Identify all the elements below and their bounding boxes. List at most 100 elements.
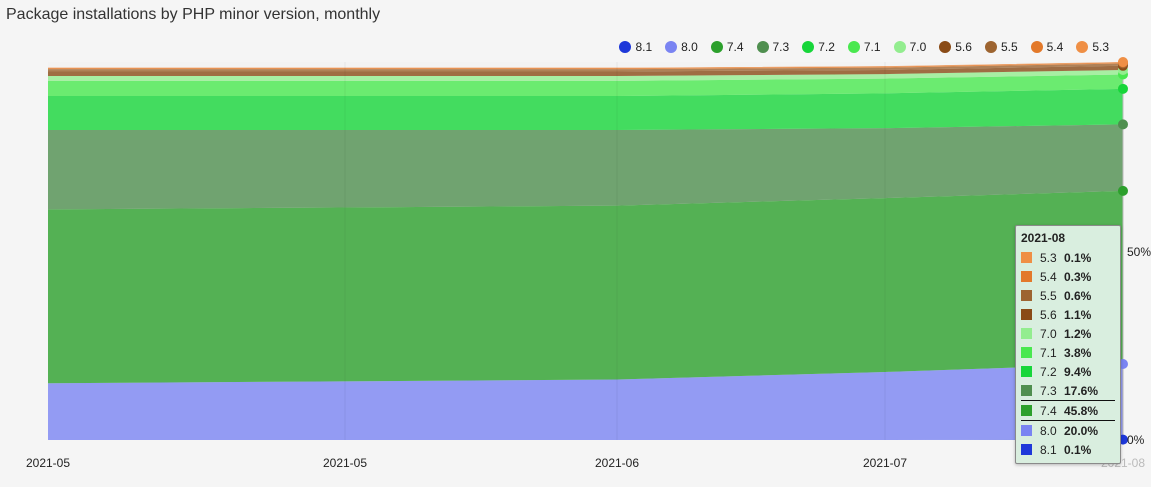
tooltip-series-name: 7.4 (1040, 403, 1057, 418)
tooltip-row: 5.3 0.1% (1021, 248, 1115, 267)
tooltip-series-value: 0.1% (1064, 442, 1092, 457)
legend-item-8-0[interactable]: 8.0 (665, 40, 698, 54)
legend-label: 7.2 (818, 40, 835, 54)
legend-dot-icon (1030, 41, 1043, 53)
tooltip-series-value: 20.0% (1064, 423, 1099, 438)
marker-series-7-3 (1118, 119, 1128, 130)
tooltip-series-name: 5.6 (1040, 307, 1057, 322)
tooltip-swatch (1021, 252, 1032, 263)
legend-label: 7.0 (909, 40, 927, 54)
legend-dot-icon (1076, 41, 1089, 53)
tooltip-series-name: 7.1 (1040, 345, 1057, 360)
legend-dot-icon (710, 41, 723, 53)
marker-series-7-2 (1118, 83, 1128, 94)
area-series-5-3 (48, 62, 1123, 69)
tooltip-series-value: 1.1% (1064, 307, 1092, 322)
x-tick-label: 2021-06 (595, 456, 639, 470)
tooltip-row: 7.3 17.6% (1021, 381, 1115, 400)
tooltip-series-name: 8.0 (1040, 423, 1057, 438)
legend-item-5-3[interactable]: 5.3 (1076, 40, 1109, 54)
chart-title: Package installations by PHP minor versi… (6, 6, 381, 23)
legend-dot-icon (802, 41, 815, 53)
legend-label: 5.4 (1046, 40, 1064, 54)
marker-series-7-4 (1118, 185, 1128, 196)
tooltip-series-value: 0.6% (1064, 288, 1092, 303)
tooltip-series-value: 17.6% (1064, 383, 1099, 398)
legend-dot-icon (756, 41, 769, 53)
tooltip-row: 5.6 1.1% (1021, 305, 1115, 324)
chart-tooltip: 2021-08 5.3 0.1% 5.4 0.3% 5.5 0.6% 5.6 1.1% 7.0 1… (1015, 225, 1121, 464)
tooltip-row: 5.4 0.3% (1021, 267, 1115, 286)
area-series-5-6 (48, 65, 1123, 76)
legend-label: 5.5 (1000, 40, 1018, 54)
tooltip-row: 5.5 0.6% (1021, 286, 1115, 305)
marker-series-5-3 (1118, 57, 1128, 67)
tooltip-series-name: 7.3 (1040, 383, 1057, 398)
legend-label: 8.1 (635, 40, 653, 54)
tooltip-swatch (1021, 366, 1032, 377)
legend-label: 5.3 (1092, 40, 1109, 54)
tooltip-swatch (1021, 385, 1032, 396)
legend-dot-icon (984, 41, 997, 53)
legend-item-7-1[interactable]: 7.1 (847, 40, 881, 54)
tooltip-swatch (1021, 347, 1032, 358)
legend-label: 7.1 (863, 40, 881, 54)
tooltip-title: 2021-08 (1021, 231, 1066, 245)
legend-label: 7.4 (726, 40, 744, 54)
legend-dot-icon (619, 41, 632, 53)
area-series-5-4 (48, 62, 1123, 70)
tooltip-row: 7.1 3.8% (1021, 343, 1115, 362)
tooltip-series-name: 5.5 (1040, 288, 1057, 303)
x-tick-label: 2021-05 (323, 456, 367, 470)
tooltip-swatch (1021, 290, 1032, 301)
area-series-7-1 (48, 74, 1123, 97)
legend-item-7-4[interactable]: 7.4 (710, 40, 744, 54)
y-tick-label: 0% (1127, 433, 1145, 447)
tooltip-row: 7.4 45.8% (1021, 400, 1115, 421)
tooltip-swatch (1021, 425, 1032, 436)
tooltip-swatch (1021, 309, 1032, 320)
legend-item-5-5[interactable]: 5.5 (984, 40, 1018, 54)
area-series-7-4 (48, 190, 1123, 384)
tooltip-series-value: 0.1% (1064, 250, 1092, 265)
area-series-8-0 (48, 364, 1123, 440)
area-series-7-3 (48, 124, 1123, 210)
tooltip-row: 8.1 0.1% (1021, 440, 1115, 459)
y-tick-label: 50% (1127, 245, 1151, 259)
tooltip-series-value: 9.4% (1064, 364, 1092, 379)
legend-item-7-3[interactable]: 7.3 (756, 40, 790, 54)
x-tick-label: 2021-07 (863, 456, 907, 470)
tooltip-rows: 5.3 0.1% 5.4 0.3% 5.5 0.6% 5.6 1.1% 7.0 1.2% 7.1 3.… (1021, 248, 1115, 459)
legend-dot-icon (847, 41, 860, 53)
tooltip-series-value: 1.2% (1064, 326, 1092, 341)
tooltip-series-name: 7.2 (1040, 364, 1057, 379)
legend-dot-icon (665, 41, 678, 53)
legend-item-8-1[interactable]: 8.1 (619, 40, 652, 54)
tooltip-series-value: 0.3% (1064, 269, 1092, 284)
tooltip-series-name: 5.4 (1040, 269, 1057, 284)
legend-item-5-6[interactable]: 5.6 (939, 40, 972, 54)
tooltip-swatch (1021, 405, 1032, 416)
tooltip-row: 7.0 1.2% (1021, 324, 1115, 343)
tooltip-series-value: 3.8% (1064, 345, 1092, 360)
legend-label: 8.0 (681, 40, 698, 54)
tooltip-row: 7.2 9.4% (1021, 362, 1115, 381)
legend-item-7-2[interactable]: 7.2 (802, 40, 835, 54)
tooltip-swatch (1021, 328, 1032, 339)
chart-legend: 8.1 8.0 7.4 7.3 7.2 7.1 7.0 5.6 5.5 5.4 5.3 (619, 40, 1109, 54)
legend-label: 5.6 (955, 40, 972, 54)
area-series-7-0 (48, 69, 1123, 81)
legend-label: 7.3 (772, 40, 790, 54)
tooltip-row: 8.0 20.0% (1021, 421, 1115, 440)
tooltip-swatch (1021, 271, 1032, 282)
area-series-7-2 (48, 88, 1123, 131)
legend-item-7-0[interactable]: 7.0 (893, 40, 927, 54)
area-series-5-5 (48, 63, 1123, 72)
legend-item-5-4[interactable]: 5.4 (1030, 40, 1064, 54)
legend-dot-icon (939, 41, 952, 53)
x-tick-label: 2021-05 (26, 456, 70, 470)
tooltip-series-name: 7.0 (1040, 326, 1057, 341)
legend-dot-icon (893, 41, 906, 53)
tooltip-series-name: 8.1 (1040, 442, 1057, 457)
